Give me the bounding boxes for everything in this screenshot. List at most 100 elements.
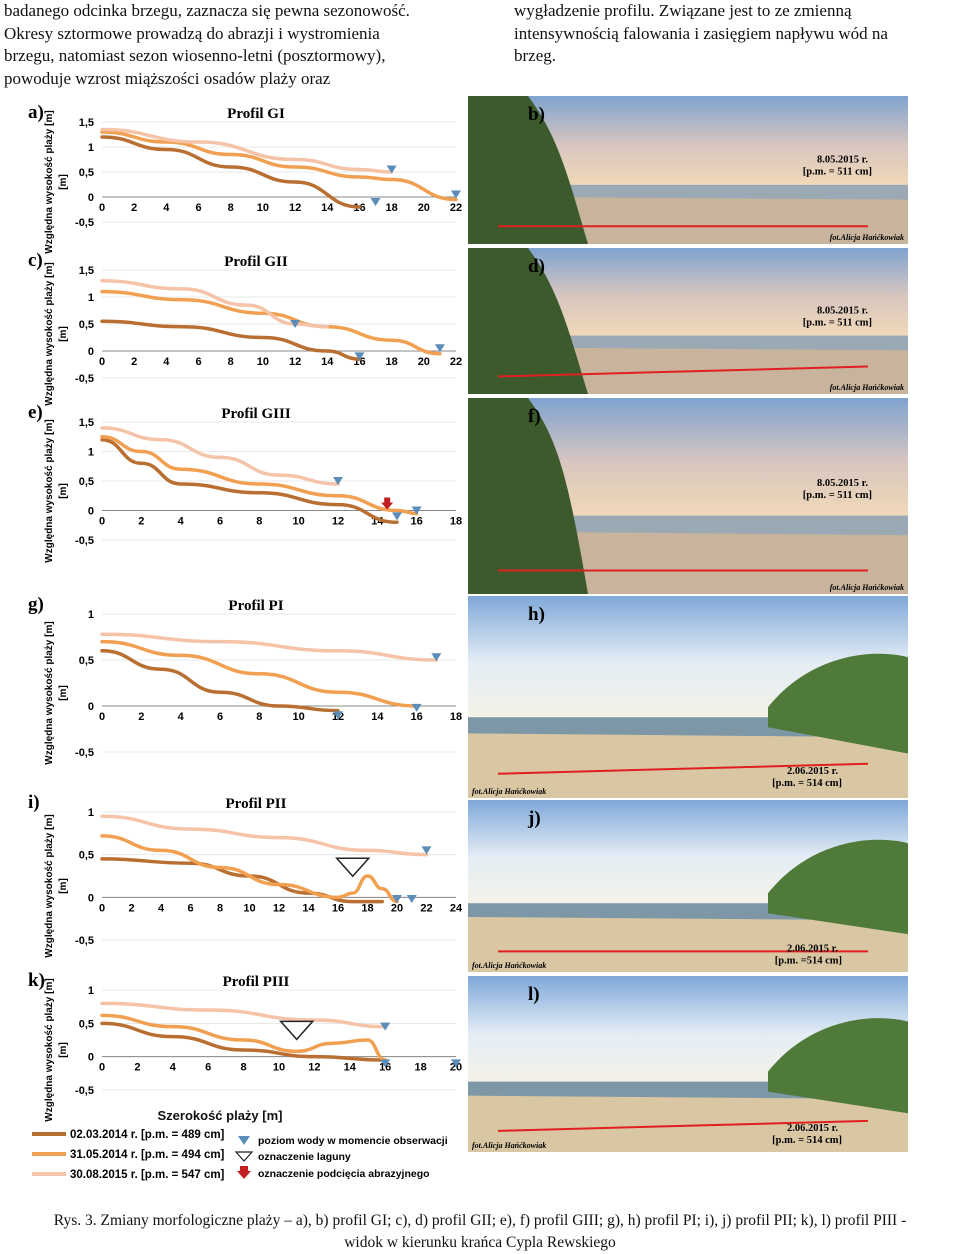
y-tick-label: 0 (88, 1052, 94, 1064)
chart-panel: e) Profil GIII 1,5 1 0,5 0 -0,5 0 2 4 6 8 10 12 14 16 18… (24, 400, 464, 572)
x-tick-label: 4 (158, 902, 165, 914)
x-tick-label: 14 (321, 202, 334, 214)
photo-sea-level: [p.m. = 511 cm] (803, 490, 872, 501)
x-tick-label: 10 (293, 711, 305, 723)
y-tick-label: 0,5 (79, 655, 94, 667)
text-line: Okresy sztormowe prowadzą do abrazji i w… (4, 23, 380, 43)
water-level-marker (421, 846, 432, 855)
y-tick-label: -0,5 (75, 535, 94, 547)
photo-date: 2.06.2015 r. (787, 943, 838, 954)
chart-panel: c) Profil GII 1,5 1 0,5 0 -0,5 0 2 4 6 8 10 12 14 16 18 2… (24, 248, 464, 410)
text-line: wygładzenie profilu. Związane jest to ze… (514, 1, 852, 20)
y-tick-label: -0,5 (75, 935, 94, 947)
y-axis-unit: [m] (58, 326, 69, 342)
panel-label: i) (28, 792, 40, 813)
x-tick-label: 10 (243, 902, 255, 914)
y-tick-label: -0,5 (75, 1085, 94, 1097)
reference-line (497, 1119, 869, 1132)
panel-label: k) (28, 970, 45, 991)
photo-svg: f) 8.05.2015 r.[p.m. = 511 cm] fot.Alicja … (468, 398, 908, 594)
x-tick-label: 2 (134, 1062, 140, 1074)
y-tick-label: 0,5 (79, 319, 94, 331)
x-tick-label: 2 (138, 516, 144, 528)
right-paragraph: wygładzenie profilu. Związane jest to ze… (514, 0, 958, 68)
legend-svg: 02.03.2014 r. [p.m. = 489 cm] 31.05.2014… (32, 1129, 448, 1181)
lagoon-marker (279, 1020, 315, 1041)
lagoon-icon (234, 1151, 254, 1162)
x-tick-label: 10 (293, 516, 305, 528)
panel-label: g) (28, 594, 44, 615)
water-level-marker (290, 320, 301, 328)
x-tick-label: 12 (273, 902, 285, 914)
x-tick-label: 12 (289, 356, 301, 368)
series-line (100, 127, 394, 174)
x-tick-label: 18 (414, 1062, 426, 1074)
x-tick-label: 14 (344, 1062, 357, 1074)
y-tick-label: 0,5 (79, 850, 94, 862)
chart-panel: k) Profil PIII 1 0,5 0 -0,5 0 2 4 6 8 10 12 14 16 18 20 W… (24, 968, 464, 1122)
x-tick-label: 20 (418, 202, 430, 214)
panel-label: d) (528, 256, 545, 277)
x-tick-label: 6 (195, 202, 201, 214)
x-tick-label: 12 (289, 202, 301, 214)
series-line (100, 130, 458, 202)
y-tick-label: 0 (88, 192, 94, 204)
x-tick-label: 20 (450, 1062, 462, 1074)
x-tick-label: 8 (256, 711, 262, 723)
chart-title: Profil GII (224, 254, 288, 270)
x-tick-label: 16 (379, 1062, 391, 1074)
trees (768, 1018, 908, 1114)
y-axis-unit: [m] (58, 1042, 69, 1058)
chart-panel: a) Profil GI 1,5 1 0,5 0 -0,5 0 2 4 6 8 10 12 14 16 18 20… (24, 100, 464, 254)
photo-svg: d) 8.05.2015 r.[p.m. = 511 cm] fot.Alicja … (468, 248, 908, 394)
text-line: brzegu, natomiast sezon wiosenno-letni (… (4, 46, 386, 65)
x-tick-label: 8 (241, 1062, 247, 1074)
x-tick-label: 18 (386, 202, 398, 214)
sand (468, 916, 908, 972)
x-tick-label: 18 (450, 711, 462, 723)
x-tick-label: 22 (420, 902, 432, 914)
x-tick-label: 22 (450, 202, 462, 214)
x-tick-label: 18 (361, 902, 373, 914)
series-line (100, 426, 340, 486)
caption-line: widok w kierunku krańca Cypla Rewskiego (344, 1234, 616, 1251)
text-line: intensywnością falowania i zasięgiem nap… (514, 23, 888, 43)
panel-label: j) (527, 808, 541, 829)
legend-series-label: 31.05.2014 r. [p.m. = 494 cm] (70, 1149, 225, 1161)
photo-panel: l) 2.06.2015 r. [p.m. = 514 cm] fot.Alicja … (468, 976, 908, 1152)
x-tick-label: 4 (178, 516, 185, 528)
legend-symbol-label: oznaczenie laguny (258, 1151, 351, 1163)
y-tick-label: 1 (88, 447, 94, 459)
x-tick-label: 6 (195, 356, 201, 368)
water-level-marker (370, 198, 381, 206)
series-line (100, 279, 330, 329)
water-level-marker (354, 352, 365, 361)
panel-label: e) (28, 402, 43, 423)
x-tick-label: 18 (450, 516, 462, 528)
photo-credit: fot.Alicja Hańćkowiak (472, 787, 546, 796)
x-tick-label: 0 (99, 711, 105, 723)
series-line (100, 834, 399, 904)
trees (768, 653, 908, 754)
y-tick-label: 0 (88, 701, 94, 713)
y-tick-label: 1 (88, 292, 94, 304)
series-line (100, 1001, 387, 1029)
water-level-marker (431, 653, 442, 662)
photo-credit: fot.Alicja Hańćkowiak (472, 961, 546, 970)
photo-date: 2.06.2015 r. (787, 1123, 838, 1134)
photo-date: 8.05.2015 r. (817, 478, 868, 489)
panel-label: c) (28, 250, 43, 271)
y-axis-unit: [m] (58, 685, 69, 701)
series-line (100, 135, 362, 209)
x-tick-label: 24 (450, 902, 463, 914)
y-axis-title: Względna wysokość plaży [m] (44, 621, 55, 764)
water-level-marker (411, 703, 422, 712)
series-line (100, 435, 419, 516)
x-tick-label: 14 (371, 711, 384, 723)
photo-sea-level: [p.m. =514 cm] (775, 955, 842, 966)
photo-panel: d) 8.05.2015 r. [p.m. = 511 cm] fot.Alicja … (468, 248, 908, 394)
x-tick-label: 18 (386, 356, 398, 368)
photo-panel: j) 2.06.2015 r. [p.m. =514 cm] fot.Alicja H… (468, 800, 908, 972)
y-tick-label: 1 (88, 609, 94, 621)
